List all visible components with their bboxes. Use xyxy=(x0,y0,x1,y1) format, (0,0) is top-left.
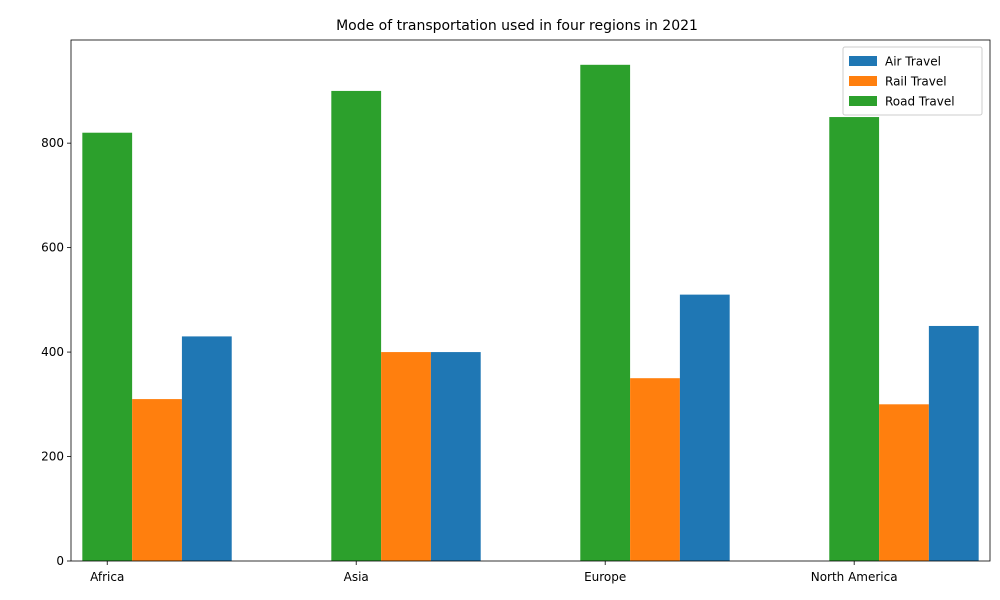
y-tick-label: 600 xyxy=(41,241,64,255)
bar-rail-travel-europe xyxy=(630,378,680,561)
bar-road-travel-europe xyxy=(580,64,631,562)
bar-rail-travel-asia xyxy=(381,352,431,561)
axes-group: 0 200 400 600 800 Africa Asia Europe North Ameri… xyxy=(41,39,991,584)
y-tick-label: 400 xyxy=(41,345,64,359)
legend-box xyxy=(842,46,983,116)
legend-label-road-travel: Road Travel xyxy=(885,95,955,109)
bar-road-travel-asia xyxy=(331,90,382,562)
legend-swatch-rail-travel xyxy=(849,76,877,86)
chart-title: Mode of transportation used in four regi… xyxy=(336,18,698,34)
y-tick-label: 200 xyxy=(41,450,64,464)
bar-air-travel-africa xyxy=(181,336,232,561)
x-tick-label-asia: Asia xyxy=(344,570,369,584)
x-tick-label-africa: Africa xyxy=(90,570,124,584)
bar-road-travel-north-america xyxy=(829,117,880,561)
legend-label-rail-travel: Rail Travel xyxy=(885,75,947,89)
y-tick-label: 800 xyxy=(41,136,64,150)
bars-group xyxy=(82,64,979,562)
bar-rail-travel-africa xyxy=(132,399,182,561)
x-tick-label-north-america: North America xyxy=(811,570,898,584)
legend-label-air-travel: Air Travel xyxy=(885,55,941,69)
y-tick-label: 0 xyxy=(56,554,64,568)
bar-rail-travel-north-america xyxy=(879,404,929,561)
legend-swatch-air-travel xyxy=(849,56,877,66)
bar-air-travel-north-america xyxy=(928,325,979,561)
plot-frame xyxy=(70,39,991,562)
bar-air-travel-asia xyxy=(430,352,481,561)
legend-swatch-road-travel xyxy=(849,96,877,106)
bar-air-travel-europe xyxy=(679,294,730,561)
x-tick-label-europe: Europe xyxy=(584,570,626,584)
bar-road-travel-africa xyxy=(82,132,133,561)
legend: Air Travel Rail Travel Road Travel xyxy=(842,46,983,116)
